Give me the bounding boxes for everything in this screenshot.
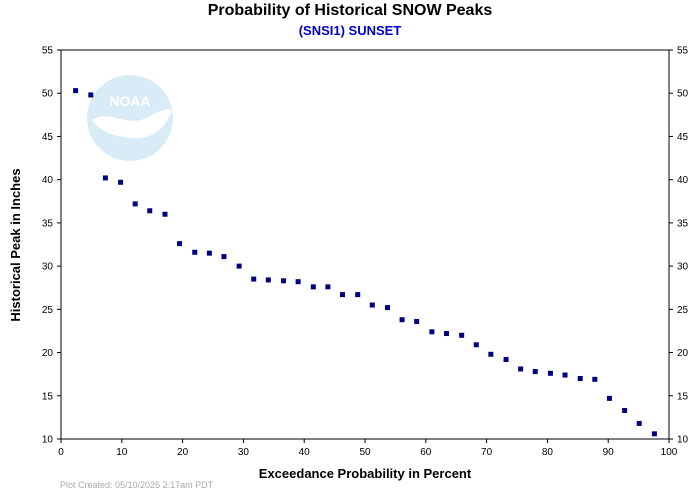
y-tick-label-left: 25 [42,305,54,316]
noaa-logo-text: NOAA [109,93,150,109]
data-point [518,366,524,372]
x-axis: 0 10 20 30 40 50 60 70 80 90 100 [58,439,678,458]
y-tick-label-right: 35 [677,218,689,229]
x-axis-title: Exceedance Probability in Percent [259,466,472,481]
data-point [177,241,183,247]
data-point [443,331,449,337]
noaa-logo: NOAA [87,75,173,161]
data-point [488,351,494,357]
x-tick-label: 30 [238,447,250,458]
data-point [251,276,257,282]
data-point [429,329,435,335]
y-tick-label-right: 20 [677,348,689,359]
data-point [73,88,79,94]
data-point [592,376,598,382]
y-tick-label-left: 10 [42,435,54,446]
data-point [503,356,509,362]
data-point [355,292,361,298]
data-point [281,278,287,284]
x-tick-label: 40 [299,447,311,458]
y-tick-label-left: 30 [42,262,54,273]
y-tick-label-left: 50 [42,89,54,100]
y-tick-label-left: 55 [42,46,54,57]
x-tick-label: 0 [58,447,64,458]
y-tick-label-left: 20 [42,348,54,359]
x-tick-label: 10 [116,447,128,458]
data-points [73,88,657,437]
noaa-logo-bird [92,109,172,139]
chart-title: Probability of Historical SNOW Peaks [207,2,493,19]
data-point [459,332,465,338]
x-tick-label: 70 [481,447,493,458]
y-tick-label-left: 40 [42,175,54,186]
data-point [162,211,168,217]
x-tick-label: 50 [359,447,371,458]
data-point [473,342,479,348]
data-point [221,254,227,260]
y-tick-label-left: 45 [42,132,54,143]
y-tick-label-right: 15 [677,391,689,402]
x-tick-label: 100 [661,447,678,458]
y-tick-label-right: 50 [677,89,689,100]
data-point [325,284,331,290]
data-point [622,407,628,413]
y-tick-label-right: 40 [677,175,689,186]
y-tick-label-left: 35 [42,218,54,229]
y-tick-label-right: 45 [677,132,689,143]
data-point [265,277,271,283]
y-axis-left: 10 15 20 25 30 35 40 45 50 55 [42,46,61,446]
x-tick-label: 60 [420,447,432,458]
data-point [310,284,316,290]
x-tick-label: 80 [542,447,554,458]
data-point [192,249,198,255]
data-point [102,175,108,181]
data-point [384,305,390,311]
y-tick-label-left: 15 [42,391,54,402]
data-point [651,431,657,437]
y-tick-label-right: 10 [677,435,689,446]
chart-subtitle: (SNSI1) SUNSET [298,23,402,38]
data-point [236,263,242,269]
data-point [547,370,553,376]
data-point [577,375,583,381]
y-tick-label-right: 30 [677,262,689,273]
y-axis-right: 10 15 20 25 30 35 40 45 50 55 [669,46,689,446]
data-point [340,292,346,298]
y-tick-label-right: 25 [677,305,689,316]
data-point [399,317,405,323]
data-point [88,92,94,98]
x-tick-label: 90 [603,447,615,458]
data-point [118,179,124,185]
data-point [147,208,153,214]
data-point [562,372,568,378]
data-point [636,420,642,426]
y-tick-label-right: 55 [677,46,689,57]
data-point [295,279,301,285]
y-axis-title: Historical Peak in Inches [8,168,23,321]
data-point [369,302,375,308]
data-point [606,395,612,401]
data-point [414,318,420,324]
plot-created-footer: Plot Created: 05/10/2025 2:17am PDT [60,480,214,490]
data-point [206,250,212,256]
data-point [132,201,138,207]
noaa-logo-circle [87,75,173,161]
x-tick-label: 20 [177,447,189,458]
data-point [532,369,538,375]
